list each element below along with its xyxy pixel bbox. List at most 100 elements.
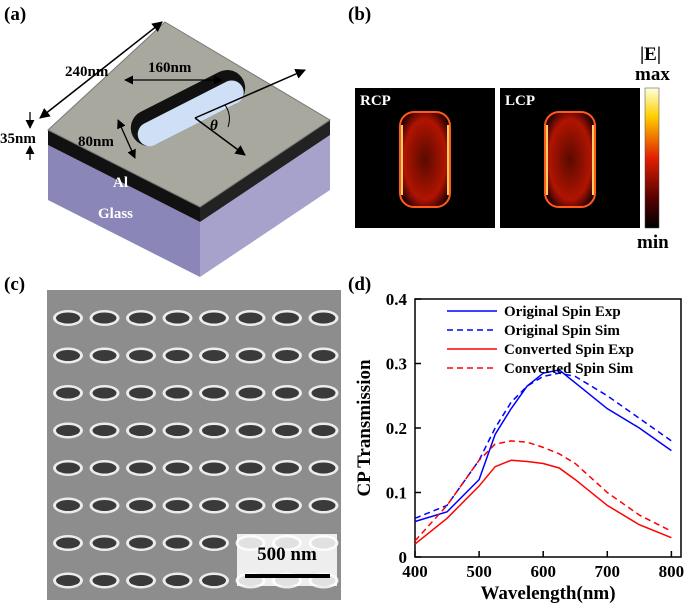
sem-hole (92, 500, 117, 511)
sem-hole (129, 425, 153, 436)
panel-a: (a) θ 240nm 160nm 80nm 35nm Al Glass (0, 4, 331, 277)
sem-hole (275, 350, 299, 361)
dimension (39, 21, 163, 119)
sem-hole (92, 575, 117, 586)
chart: 0 0.1 0.2 0.3 0.4 400 500 600 700 800 Wavelength(n… (354, 290, 684, 604)
sem-hole (129, 500, 153, 511)
sem-hole (92, 537, 117, 549)
angle-arc (224, 104, 230, 128)
layer-label: Glass (98, 206, 133, 222)
sem-hole (165, 350, 190, 361)
sem-hole (129, 387, 153, 399)
series-line (414, 440, 672, 542)
sem-hole (129, 537, 153, 549)
x-tick-label: 400 (402, 562, 428, 581)
al-side (48, 130, 200, 222)
sem-hole (129, 312, 153, 324)
sem-hole (56, 387, 80, 399)
sem-hole (92, 462, 117, 474)
panel-label: (a) (4, 4, 26, 25)
sem-hole (165, 500, 190, 511)
x-axis-label: Wavelength(nm) (480, 583, 615, 604)
sem-hole (238, 425, 263, 436)
legend-label: Converted Spin Sim (504, 361, 634, 377)
al-side (200, 120, 330, 222)
legend-label: Converted Spin Exp (504, 342, 634, 358)
sem-hole (129, 350, 153, 361)
dimension-label: 160nm (148, 60, 192, 76)
series-line (414, 369, 672, 523)
layer-label: Al (113, 175, 128, 191)
map-label: RCP (360, 93, 391, 109)
series-line (414, 372, 672, 519)
x-tick-label: 500 (466, 562, 492, 581)
glass-side (200, 135, 330, 277)
sem-hole (311, 350, 336, 361)
sem-hole (92, 425, 117, 436)
scale-bar-label: 500 nm (257, 544, 317, 565)
glass-side (48, 145, 200, 277)
sem-hole (202, 462, 226, 474)
dimension-label: 35nm (0, 131, 36, 147)
sem-hole (56, 462, 80, 474)
sem-hole (202, 312, 226, 324)
sem-hole (275, 462, 299, 474)
series-line (414, 459, 672, 545)
sem-hole (275, 312, 299, 324)
sem-hole (202, 425, 226, 436)
legend-label: Original Spin Sim (504, 323, 620, 339)
axis-arrow (194, 117, 246, 156)
angle-label: θ (210, 118, 218, 134)
x-tick-label: 800 (659, 562, 685, 581)
y-axis-label: CP Transmission (354, 359, 375, 497)
sem-hole (311, 462, 336, 474)
field-hotspot (399, 111, 451, 208)
sem-hole (56, 425, 80, 436)
map-label: LCP (505, 93, 535, 109)
sem-hole (129, 462, 153, 474)
sem-hole (275, 387, 299, 399)
y-tick-label: 0.1 (386, 484, 407, 503)
sem-hole (311, 312, 336, 324)
panel-label: (d) (348, 274, 371, 295)
sem-hole (202, 500, 226, 511)
sem-hole (165, 462, 190, 474)
sem-hole (202, 537, 226, 549)
sem-hole (311, 500, 336, 511)
colorbar-min: min (637, 232, 669, 253)
sem-hole (129, 575, 153, 586)
scale-bar-line (245, 574, 330, 578)
sem-hole (238, 500, 263, 511)
sem-hole (165, 575, 190, 586)
sem-hole (165, 387, 190, 399)
panel-label: (c) (4, 274, 25, 295)
sem-hole (165, 312, 190, 324)
sem-hole (92, 387, 117, 399)
y-tick-label: 0 (399, 548, 408, 567)
colorbar-max: max (635, 64, 670, 85)
sem-hole (238, 312, 263, 324)
axis-arrow (194, 68, 306, 119)
panel-label: (b) (348, 4, 371, 25)
sem-hole (311, 387, 336, 399)
dimension (117, 119, 136, 159)
legend-label: Original Spin Exp (504, 304, 621, 320)
sem-hole (56, 312, 80, 324)
sem-hole (56, 575, 80, 586)
sem-hole (202, 575, 226, 586)
sem-hole (202, 350, 226, 361)
y-tick-label: 0.4 (386, 290, 408, 309)
sem-hole (92, 312, 117, 324)
x-tick-label: 700 (595, 562, 621, 581)
sem-hole (238, 387, 263, 399)
sem-hole (165, 537, 190, 549)
sem-hole (238, 462, 263, 474)
sem-hole (92, 350, 117, 361)
sem-hole (275, 425, 299, 436)
x-tick-label: 600 (530, 562, 556, 581)
sem-hole (56, 500, 80, 511)
slot (130, 70, 246, 147)
sem-hole (238, 350, 263, 361)
field-hotspot (544, 111, 596, 208)
